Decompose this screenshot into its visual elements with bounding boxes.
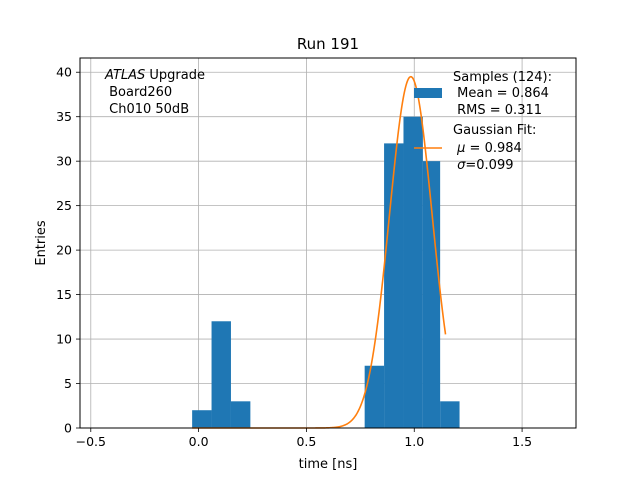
y-tick-label: 15 [56,287,72,302]
legend-mu-value: = 0.984 [465,141,521,156]
chart-title: Run 191 [297,35,359,53]
legend-samples-title: Samples (124): [453,70,552,85]
legend-fit-title: Gaussian Fit: [453,123,536,138]
y-tick-label: 40 [56,65,72,80]
y-tick-label: 0 [64,421,72,436]
y-tick-label: 10 [56,332,72,347]
annotation-line-1: ATLAS Upgrade [104,68,205,83]
histogram-bar [230,401,251,428]
y-tick-label: 20 [56,243,72,258]
plot-frame [79,57,577,429]
annotation-line-2: Board260 [105,85,172,100]
x-axis-ticks: −0.5 0.0 0.5 1.0 1.5 [76,428,532,449]
legend-samples-mean: Mean = 0.864 [453,86,549,101]
legend: Samples (124): Mean = 0.864 RMS = 0.311 … [414,70,552,173]
legend-sigma-value: =0.099 [465,158,513,173]
histogram-bar [422,161,441,428]
gridlines [80,58,576,429]
histogram-bar [440,401,460,428]
legend-samples-rms: RMS = 0.311 [453,103,542,118]
y-tick-label: 35 [56,109,72,124]
x-tick-label: −0.5 [76,434,106,449]
legend-mu-symbol: μ [456,141,465,156]
legend-fit-mu: μ = 0.984 [453,141,522,156]
x-tick-label: 1.0 [404,434,424,449]
x-axis-label: time [ns] [299,457,358,472]
x-tick-label: 0.0 [189,434,209,449]
y-tick-label: 30 [56,154,72,169]
legend-fit-sigma: σ=0.099 [453,158,514,173]
histogram-bar [192,410,212,428]
histogram-bar [364,365,385,428]
y-axis-label: Entries [34,220,49,266]
annotation-upgrade: Upgrade [145,68,205,83]
x-tick-label: 1.5 [512,434,532,449]
x-tick-label: 0.5 [296,434,316,449]
legend-sigma-symbol: σ [457,158,466,173]
y-axis-ticks: 0 5 10 15 20 25 30 35 40 [56,65,80,436]
y-tick-label: 5 [64,376,72,391]
histogram-bar [384,143,404,428]
atlas-annotation: ATLAS Upgrade Board260 Ch010 50dB [104,68,205,117]
histogram-bar [403,116,423,429]
annotation-line-3: Ch010 50dB [105,102,189,117]
y-tick-label: 25 [56,198,72,213]
histogram-bar [211,321,231,428]
legend-bar-swatch [414,88,442,98]
annotation-atlas: ATLAS [104,68,145,83]
